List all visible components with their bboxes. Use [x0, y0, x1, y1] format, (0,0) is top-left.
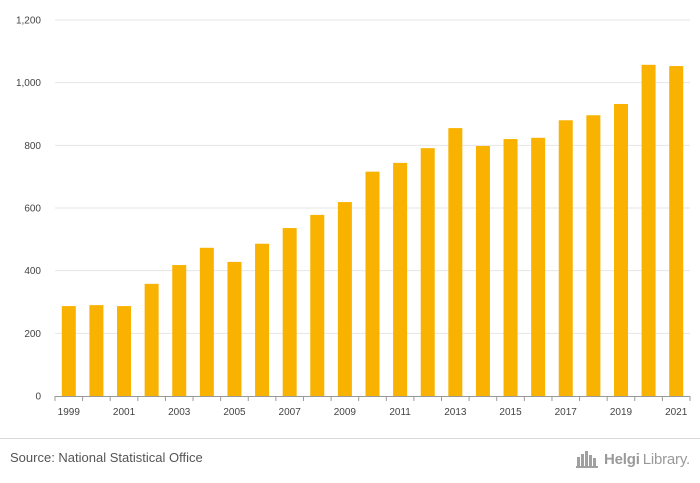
- bar-2002: [144, 283, 159, 396]
- brand-logo: Helgi Library.: [575, 449, 690, 469]
- bar-2008: [310, 214, 325, 396]
- x-tick-label: 1999: [58, 407, 81, 418]
- x-tick-label: 2015: [499, 407, 522, 418]
- bar-2019: [613, 103, 628, 396]
- y-tick-label: 400: [24, 266, 41, 277]
- x-tick-label: 2021: [665, 407, 688, 418]
- y-tick-label: 0: [35, 392, 41, 403]
- bar-2020: [641, 64, 656, 396]
- bar-2005: [227, 261, 242, 396]
- x-tick-label: 2007: [279, 407, 302, 418]
- bar-2007: [282, 228, 297, 396]
- bar-2013: [448, 128, 463, 396]
- x-tick-label: 2003: [168, 407, 191, 418]
- bar-2012: [420, 148, 435, 396]
- source-note: Source: National Statistical Office: [10, 450, 203, 465]
- y-tick-label: 600: [24, 204, 41, 215]
- bar-2016: [531, 137, 546, 396]
- y-tick-label: 200: [24, 329, 41, 340]
- x-tick-label: 2011: [389, 407, 411, 418]
- x-tick-label: 2009: [334, 407, 357, 418]
- bar-2017: [558, 120, 573, 397]
- bar-2004: [199, 247, 214, 396]
- y-tick-label: 1,000: [16, 78, 41, 89]
- bar-2000: [89, 305, 104, 396]
- x-tick-label: 2019: [610, 407, 633, 418]
- bar-2015: [503, 139, 518, 396]
- x-axis: [54, 396, 691, 401]
- bar-2010: [365, 171, 380, 396]
- x-tick-label: 2005: [223, 407, 246, 418]
- x-tick-label: 2013: [444, 407, 467, 418]
- y-axis-labels: 0 200 400 600 800 1,000 1,200: [16, 16, 41, 403]
- bar-2021: [669, 66, 684, 396]
- bar-2009: [337, 202, 352, 396]
- x-tick-label: 2001: [113, 407, 136, 418]
- y-tick-label: 1,200: [16, 16, 41, 27]
- bar-2006: [255, 243, 270, 396]
- bar-2003: [172, 265, 187, 396]
- helgi-library-icon: [576, 451, 598, 468]
- bar-2018: [586, 115, 601, 396]
- y-tick-label: 800: [24, 141, 41, 152]
- x-tick-label: 2017: [555, 407, 578, 418]
- brand-name-light: Library.: [642, 450, 691, 468]
- bar-2014: [475, 145, 490, 396]
- bar-2011: [393, 162, 408, 396]
- footer-divider: [0, 438, 700, 483]
- bar-1999: [61, 306, 76, 396]
- bar-2001: [117, 306, 132, 396]
- brand-name-bold: Helgi: [604, 450, 640, 468]
- x-axis-labels: 1999 2001 2003 2005 2007 2009 2011 2013 2015 2017…: [58, 407, 688, 418]
- bars: [61, 64, 684, 397]
